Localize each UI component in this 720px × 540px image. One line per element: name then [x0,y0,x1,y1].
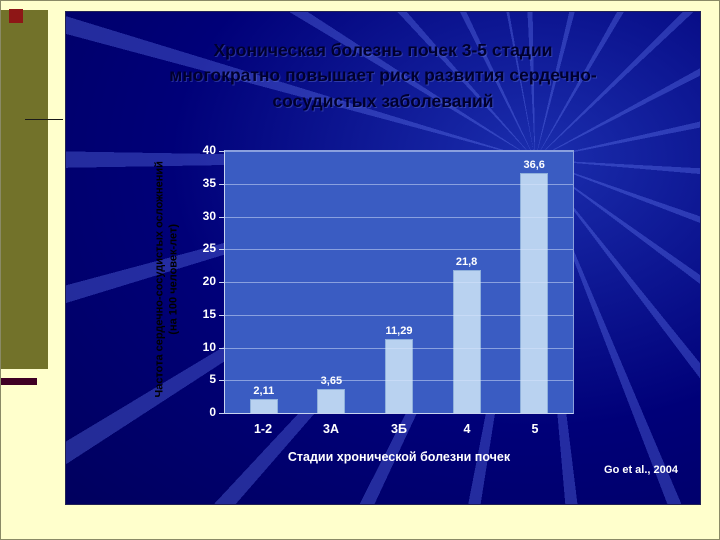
bar: 36,6 [520,159,549,413]
gridline [225,380,573,382]
y-tick-label: 25 [202,241,216,256]
x-axis-labels: 1-2 3А 3Б 4 5 [224,422,574,436]
x-tick-label: 3Б [391,422,407,436]
y-tick-mark [219,347,224,349]
x-tick-label: 1-2 [253,422,273,436]
gridline [225,151,573,152]
bar-value-label: 11,29 [385,325,413,338]
y-tick-mark [219,380,224,382]
bar-value-label: 36,6 [523,159,545,172]
x-tick-label: 3А [323,422,339,436]
bars: 2,11 3,65 11,29 21,8 36,6 [225,151,573,413]
y-tick-mark [219,183,224,185]
gridline [225,282,573,283]
x-axis-title: Стадии хронической болезни почек [287,450,511,464]
x-tick-label: 5 [531,422,539,436]
y-axis-ticks: 0 5 10 15 20 25 30 35 40 [172,143,216,419]
y-axis-label-line1: Частота сердечно-сосудистых осложнений [153,161,166,398]
gridline [225,183,573,185]
y-tick-mark [219,249,224,251]
y-tick-label: 30 [202,208,216,223]
y-tick-label: 15 [202,306,216,321]
y-tick-label: 35 [202,175,216,190]
chart-title-line: Хроническая болезнь почек 3-5 стадии [213,40,553,60]
left-horizontal-line [25,119,63,120]
corner-red-square [9,9,23,23]
bar: 3,65 [317,375,346,413]
chart-title: Хроническая болезнь почек 3-5 стадии мно… [86,38,680,114]
y-tick-mark [219,314,224,316]
y-tick-label: 10 [202,339,216,354]
bar: 11,29 [384,325,413,413]
bar-value-label: 21,8 [455,256,478,269]
y-tick-label: 5 [209,372,216,387]
y-tick-mark [219,282,224,283]
chart-panel: Хроническая болезнь почек 3-5 стадии мно… [65,11,701,505]
left-maroon-bar [1,378,37,385]
y-tick-mark [219,413,224,414]
y-tick-label: 0 [209,405,216,419]
bar: 21,8 [452,256,481,413]
y-tick-mark [219,216,224,218]
y-tick-label: 40 [202,143,216,157]
left-accent-band [1,10,48,369]
gridline [225,216,573,218]
plot-area: 2,11 3,65 11,29 21,8 36,6 [219,150,574,414]
gridline [225,314,573,316]
chart-title-line: многократно повышает риск развития серде… [169,65,597,86]
citation: Go et al., 2004 [604,464,678,476]
bar-value-label: 2,11 [253,385,275,398]
x-tick-label: 4 [463,422,471,436]
bar: 2,11 [249,385,278,413]
y-tick-mark [219,151,224,152]
y-tick-label: 20 [202,274,216,288]
gridline [225,249,573,251]
gridline [225,347,573,349]
chart-title-line: сосудистых заболеваний [272,90,494,111]
